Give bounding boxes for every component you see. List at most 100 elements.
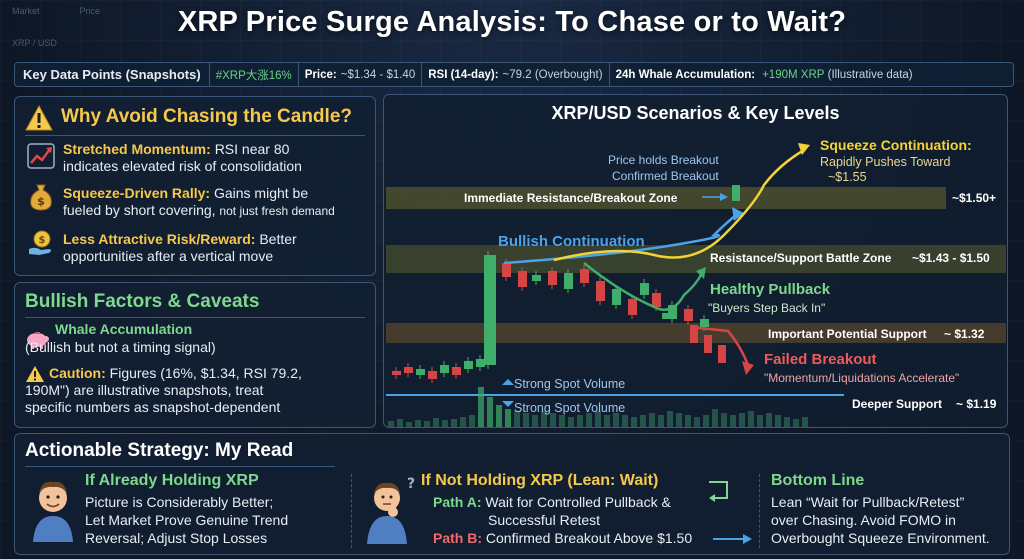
avoid-chasing-panel: Why Avoid Chasing the Candle? Stretched … bbox=[14, 96, 376, 276]
candle-body bbox=[548, 271, 557, 285]
level-battle-price: ~$1.43 - $1.50 bbox=[912, 251, 990, 265]
pullback-arrow bbox=[696, 267, 706, 279]
candle-body bbox=[452, 367, 461, 375]
volume-bar bbox=[532, 415, 538, 427]
volume-bar bbox=[577, 415, 583, 427]
failed-candle bbox=[704, 335, 712, 353]
volume-bar bbox=[595, 411, 601, 427]
volume-bar bbox=[703, 415, 709, 427]
bullish-title: Bullish Factors & Caveats bbox=[25, 291, 260, 312]
pullback-candle bbox=[662, 313, 670, 319]
zone-immediate-resistance bbox=[386, 187, 946, 209]
rsi-stat: RSI (14-day): ~79.2 (Overbought) bbox=[422, 63, 610, 86]
bullish-factors-panel: Bullish Factors & Caveats Whale Accumula… bbox=[14, 282, 376, 428]
volume-bar bbox=[523, 413, 529, 427]
candle-body bbox=[518, 271, 527, 287]
squeeze-l1: Rapidly Pushes Toward bbox=[820, 155, 951, 169]
breakout-candle bbox=[732, 185, 740, 201]
avoid-item-squeeze: Squeeze-Driven Rally: Gains might be fue… bbox=[63, 185, 335, 218]
candle-body bbox=[502, 263, 511, 277]
volume-bar bbox=[676, 413, 682, 427]
coin-hand-icon: $ bbox=[29, 230, 51, 255]
strategy-title: Actionable Strategy: My Read bbox=[25, 440, 294, 461]
candle-body bbox=[476, 359, 485, 367]
failed-candle bbox=[690, 325, 698, 343]
chart-title: XRP/USD Scenarios & Key Levels bbox=[551, 103, 840, 123]
volume-bar bbox=[514, 411, 520, 427]
person-happy-icon bbox=[33, 481, 73, 542]
holding-l2: Let Market Prove Genuine Trend bbox=[85, 512, 289, 528]
ghost-pair: XRP / USD bbox=[12, 38, 57, 48]
avoid-item-risk: Less Attractive Risk/Reward: Better oppo… bbox=[63, 231, 297, 264]
volume-bar bbox=[586, 413, 592, 427]
path-b: Path B: Confirmed Breakout Above $1.50 bbox=[433, 530, 693, 546]
volume-bar bbox=[613, 413, 619, 427]
candle-body bbox=[440, 365, 449, 373]
caution-icon bbox=[26, 366, 44, 382]
candle-body bbox=[580, 269, 589, 283]
avoid-title: Why Avoid Chasing the Candle? bbox=[61, 106, 352, 127]
volume-bar bbox=[559, 415, 565, 427]
piggy-bank-icon bbox=[27, 332, 49, 349]
price-stat: Price: ~$1.34 - $1.40 bbox=[299, 63, 423, 86]
candle-body bbox=[700, 319, 709, 327]
volume-bar bbox=[739, 413, 745, 427]
volume-bar bbox=[640, 415, 646, 427]
volume-bar bbox=[397, 419, 403, 427]
level-deeper-label: Deeper Support bbox=[852, 397, 943, 411]
path-a-arrow-icon bbox=[709, 481, 728, 502]
volume-bar bbox=[496, 405, 502, 427]
path-a-l2: Successful Retest bbox=[488, 512, 601, 528]
candle-body bbox=[668, 305, 677, 319]
volume-bar bbox=[451, 419, 457, 427]
bullish-continuation-label: Bullish Continuation bbox=[498, 233, 645, 250]
whale-stat: 24h Whale Accumulation: +190M XRP (Illust… bbox=[615, 68, 913, 81]
holding-l3: Reversal; Adjust Stop Losses bbox=[85, 530, 268, 546]
not-holding-head: If Not Holding XRP (Lean: Wait) bbox=[421, 472, 659, 489]
volume-bar bbox=[622, 415, 628, 427]
path-a: Path A: Wait for Controlled Pullback & bbox=[433, 494, 671, 510]
volume-bar bbox=[406, 422, 412, 427]
volume-bar bbox=[802, 417, 808, 427]
svg-text:$: $ bbox=[39, 235, 46, 246]
volume-bar bbox=[757, 415, 763, 427]
squeeze-path bbox=[553, 148, 805, 262]
caution-text: Caution: Figures (16%, $1.34, RSI 79.2, bbox=[49, 365, 302, 381]
candle-body bbox=[564, 273, 573, 289]
volume-bar bbox=[712, 409, 718, 427]
volume-arrow-down bbox=[502, 401, 514, 407]
level-important-label: Important Potential Support bbox=[768, 327, 927, 341]
failed-breakout-label: Failed Breakout bbox=[764, 351, 877, 368]
candle-body bbox=[628, 299, 637, 315]
svg-text:?: ? bbox=[407, 476, 415, 492]
volume-bar bbox=[658, 415, 664, 427]
candle-body bbox=[484, 255, 496, 365]
trend-up-icon bbox=[27, 143, 55, 169]
whale-note: (Bullish but not a timing signal) bbox=[25, 339, 216, 355]
volume-bar bbox=[793, 419, 799, 427]
level-battle-label: Resistance/Support Battle Zone bbox=[710, 251, 892, 265]
strategy-panel: Actionable Strategy: My Read If Already … bbox=[14, 433, 1010, 555]
hashtag[interactable]: #XRP大涨16% bbox=[210, 63, 299, 86]
money-bag-icon: $ bbox=[30, 184, 52, 211]
volume-bar bbox=[748, 411, 754, 427]
candle-body bbox=[612, 289, 621, 305]
level-immediate-price: ~$1.50+ bbox=[952, 191, 997, 205]
candle-body bbox=[532, 275, 541, 281]
candle-body bbox=[652, 293, 661, 307]
bottom-l3: Overbought Squeeze Environment. bbox=[771, 530, 990, 546]
volume-label-2: Strong Spot Volume bbox=[514, 401, 626, 415]
candle-body bbox=[392, 371, 401, 375]
confirm-arrow-head bbox=[720, 193, 728, 201]
candle-body bbox=[596, 281, 605, 301]
ghost-header: Market Price bbox=[12, 6, 101, 16]
level-immediate-label: Immediate Resistance/Breakout Zone bbox=[464, 191, 678, 205]
healthy-pullback-label: Healthy Pullback bbox=[710, 281, 831, 298]
volume-bar bbox=[766, 413, 772, 427]
bottom-l2: over Chasing. Avoid FOMO in bbox=[771, 512, 956, 528]
volume-label-1: Strong Spot Volume bbox=[514, 377, 626, 391]
volume-bar bbox=[685, 415, 691, 427]
failed-candle bbox=[718, 345, 726, 363]
volume-bar bbox=[478, 387, 484, 427]
candle-body bbox=[464, 361, 473, 369]
